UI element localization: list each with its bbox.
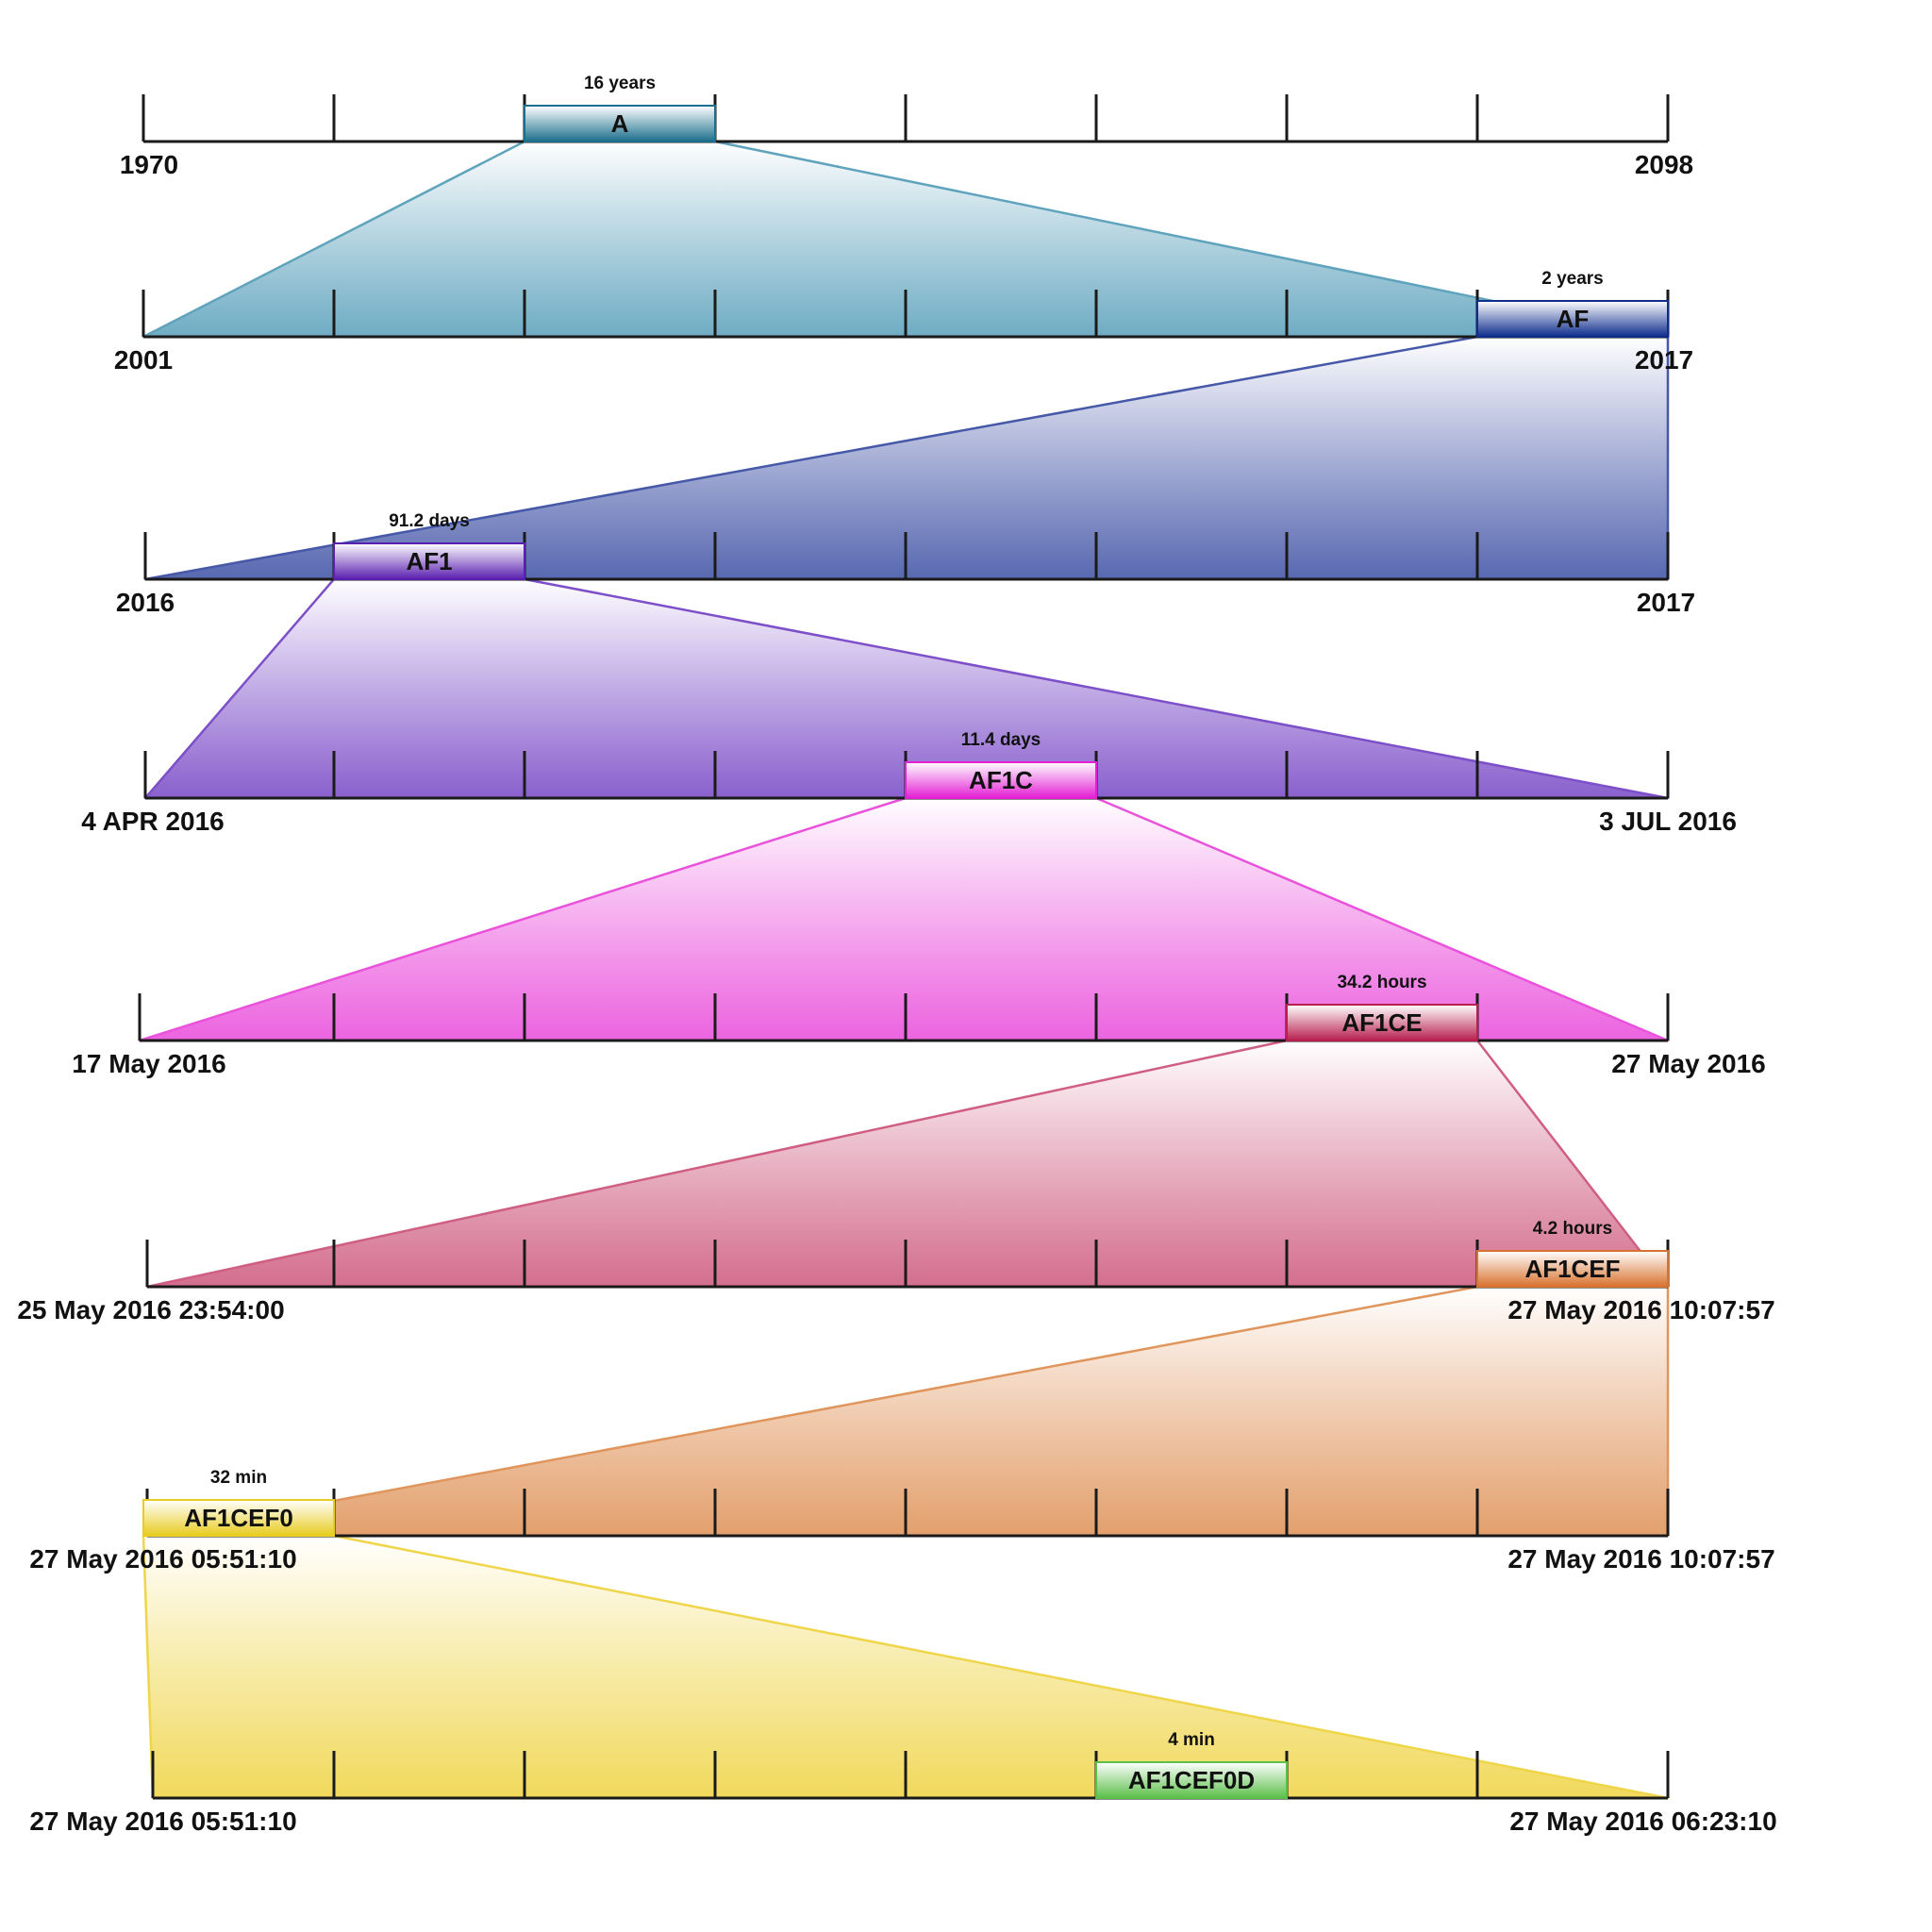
timeline-start-label: 2001 (114, 345, 173, 375)
segment-duration: 11.4 days (961, 730, 1041, 750)
segment-duration: 32 min (210, 1468, 267, 1488)
segment-label: AF1CEF (1524, 1255, 1620, 1283)
segment-label: AF1 (406, 547, 452, 575)
segment-duration: 2 years (1541, 269, 1604, 289)
timeline-start-label: 27 May 2016 05:51:10 (29, 1544, 296, 1574)
segment-label: AF1CEF0D (1128, 1766, 1255, 1794)
timeline-end-label: 2017 (1635, 345, 1693, 375)
segment-duration: 4 min (1168, 1730, 1215, 1750)
timeline-labels: A 16 years AF 2 years AF1 91.2 days AF1C 11.4 d… (17, 74, 1776, 1836)
timeline-end-label: 27 May 2016 06:23:10 (1509, 1807, 1776, 1836)
timeline-start-label: 27 May 2016 05:51:10 (29, 1807, 296, 1836)
segment-label: AF (1557, 305, 1590, 333)
segment-box-af1c (905, 761, 1097, 799)
timeline-end-label: 3 JUL 2016 (1599, 807, 1737, 836)
timeline-end-label: 27 May 2016 (1611, 1049, 1765, 1078)
segment-boxes (142, 105, 1669, 1799)
zoom-region-5 (145, 1039, 1670, 1289)
timeline-end-label: 27 May 2016 10:07:57 (1507, 1544, 1774, 1574)
timeline-end-label: 2017 (1637, 588, 1695, 617)
timeline-end-label: 2098 (1635, 150, 1693, 179)
segment-label: AF1CE (1341, 1008, 1422, 1037)
zoom-regions (138, 140, 1670, 1800)
segment-box-af1cef0d (1095, 1761, 1288, 1799)
segment-box-af1cef (1476, 1250, 1669, 1288)
timeline-start-label: 1970 (120, 150, 178, 179)
segment-duration: 91.2 days (389, 511, 470, 531)
timeline-start-label: 2016 (116, 588, 175, 617)
segment-box-af (1476, 300, 1669, 338)
zoom-region-6 (145, 1285, 1670, 1538)
segment-duration: 4.2 hours (1533, 1219, 1612, 1239)
timeline-start-label: 4 APR 2016 (81, 807, 225, 836)
segment-box-a (524, 105, 716, 142)
segment-duration: 34.2 hours (1337, 973, 1426, 992)
timeline-start-label: 17 May 2016 (72, 1049, 225, 1078)
segment-box-af1cef0 (142, 1499, 335, 1537)
segment-label: A (611, 109, 629, 138)
segment-duration: 16 years (584, 74, 656, 93)
segment-box-af1 (333, 542, 525, 580)
segment-label: AF1CEF0 (184, 1504, 293, 1532)
timeline-end-label: 27 May 2016 10:07:57 (1507, 1295, 1774, 1324)
segment-label: AF1C (969, 766, 1033, 794)
segment-box-af1ce (1286, 1004, 1478, 1041)
timeline-start-label: 25 May 2016 23:54:00 (17, 1295, 284, 1324)
